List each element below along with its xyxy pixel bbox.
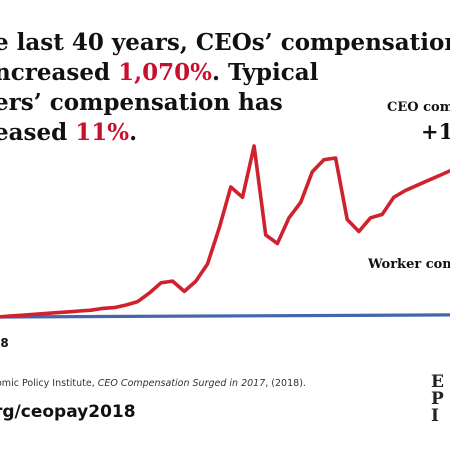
ceo-increase-highlight: 1,070% <box>118 59 212 86</box>
headline-line-3: ers’ compensation has <box>0 89 283 116</box>
ceo-series-label: CEO comp <box>387 100 450 115</box>
ceo-compensation-line <box>0 144 450 319</box>
source-suffix: , (2018). <box>265 378 306 389</box>
logo-letter-1: E <box>431 372 444 392</box>
ceo-change-label: +1 <box>421 119 450 144</box>
headline-line-1: e last 40 years, CEOs’ compensation <box>0 29 450 56</box>
worker-increase-highlight: 11% <box>75 119 130 146</box>
headline-line-2-text: ncreased <box>0 59 119 86</box>
headline-line-4-text: eased <box>0 119 76 146</box>
worker-compensation-line <box>0 313 450 319</box>
source-url-link[interactable]: rg/ceopay2018 <box>0 402 136 422</box>
headline-line-2-end: . Typical <box>211 59 319 86</box>
source-prefix: omic Policy Institute, <box>0 378 98 389</box>
headline-line-4: eased 11%. <box>0 118 450 148</box>
logo-letter-3: I <box>431 406 439 426</box>
headline: e last 40 years, CEOs’ compensation ncre… <box>0 28 450 148</box>
logo-letter-2: P <box>431 389 444 409</box>
worker-series-label: Worker comp <box>368 257 450 272</box>
headline-line-2: ncreased 1,070%. Typical <box>0 58 450 88</box>
epi-logo: E P I <box>431 374 450 425</box>
source-title: CEO Compensation Surged in 2017 <box>97 378 266 389</box>
x-tick-label: 78 <box>0 336 9 350</box>
source-citation: omic Policy Institute, CEO Compensation … <box>0 378 306 389</box>
headline-line-4-end: . <box>129 119 138 146</box>
